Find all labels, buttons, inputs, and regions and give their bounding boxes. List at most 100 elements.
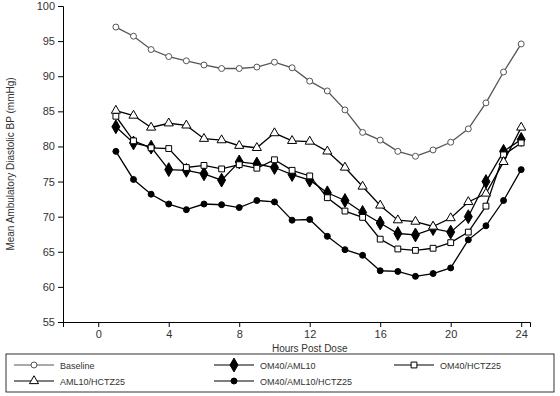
- series-marker: [307, 173, 313, 179]
- y-tick-label: 100: [37, 0, 55, 12]
- series-marker: [219, 66, 225, 72]
- y-tick: 85: [43, 105, 63, 117]
- series-marker: [218, 173, 226, 187]
- series-marker: [359, 206, 367, 220]
- series-marker: [430, 271, 436, 277]
- series-line: [116, 151, 521, 276]
- x-tick-mark: [98, 322, 99, 327]
- x-tick: 12: [304, 322, 316, 340]
- x-axis: 04812162024: [64, 322, 531, 340]
- legend-marker: [230, 358, 238, 372]
- series-marker: [324, 88, 330, 94]
- series-marker: [430, 147, 436, 153]
- x-tick-label: 4: [166, 328, 172, 340]
- series-marker: [183, 165, 189, 171]
- y-tick-label: 60: [43, 281, 55, 293]
- x-tick: 16: [375, 322, 387, 340]
- series: [112, 120, 525, 242]
- series-marker: [342, 107, 348, 113]
- series-marker: [324, 195, 330, 201]
- y-tick-label: 55: [43, 316, 55, 328]
- x-tick-mark: [239, 322, 240, 327]
- series-marker: [323, 186, 331, 200]
- series-marker: [412, 153, 418, 159]
- chart: 04812162024556065707580859095100Hours Po…: [0, 0, 560, 396]
- series-marker: [499, 157, 508, 165]
- series-marker: [481, 188, 490, 196]
- series-marker: [341, 194, 349, 208]
- series-marker: [448, 139, 454, 145]
- y-axis-title: Mean Ambulatory Diastolic BP (mmHg): [5, 77, 16, 250]
- y-tick-mark: [58, 322, 63, 323]
- legend-marker: [411, 362, 417, 368]
- series-marker: [200, 167, 208, 181]
- y-tick: 55: [43, 316, 63, 328]
- series-marker: [464, 197, 473, 205]
- series-marker: [395, 246, 401, 252]
- y-axis-line: [58, 7, 64, 323]
- y-tick-label: 80: [43, 140, 55, 152]
- legend-entry: OM40/AML10: [214, 358, 316, 372]
- series-marker: [201, 62, 207, 68]
- series-marker: [465, 229, 471, 235]
- legend-label: OM40/AML10: [260, 361, 316, 371]
- x-tick-label: 24: [516, 328, 528, 340]
- y-tick-mark: [58, 182, 63, 183]
- y-tick-label: 85: [43, 105, 55, 117]
- series-marker: [324, 233, 330, 239]
- series-marker: [518, 140, 524, 146]
- series-marker: [377, 137, 383, 143]
- series-marker: [236, 205, 242, 211]
- y-tick-mark: [58, 6, 63, 7]
- y-tick-mark: [58, 217, 63, 218]
- legend-entry: OM40/HCTZ25: [394, 361, 501, 371]
- series-marker: [271, 59, 277, 65]
- x-tick-mark: [521, 322, 522, 327]
- series-marker: [182, 163, 190, 177]
- y-tick-mark: [58, 41, 63, 42]
- series-marker: [413, 247, 419, 253]
- series-marker: [270, 128, 279, 136]
- series-marker: [113, 148, 119, 154]
- series-marker: [183, 207, 189, 213]
- series-marker: [199, 133, 208, 141]
- series-line: [116, 116, 521, 250]
- x-tick: 8: [237, 322, 243, 340]
- x-tick: 4: [166, 322, 172, 340]
- series-marker: [360, 252, 366, 258]
- legend-label: Baseline: [60, 361, 95, 371]
- x-tick: 20: [445, 322, 457, 340]
- series-marker: [395, 148, 401, 154]
- series-line: [116, 111, 521, 227]
- series: [113, 24, 524, 159]
- series-marker: [360, 129, 366, 135]
- legend-marker: [29, 376, 38, 384]
- series-marker: [236, 162, 242, 168]
- series-marker: [236, 66, 242, 72]
- series-marker: [376, 216, 384, 230]
- x-tick-mark: [380, 322, 381, 327]
- legend-label: OM40/HCTZ25: [440, 361, 501, 371]
- series-marker: [148, 47, 154, 53]
- series-marker: [288, 136, 297, 144]
- series-marker: [111, 105, 120, 113]
- series-marker: [483, 100, 489, 106]
- y-tick-label: 70: [43, 211, 55, 223]
- y-tick-label: 95: [43, 35, 55, 47]
- series-marker: [288, 168, 296, 182]
- series-marker: [131, 138, 137, 144]
- y-tick-mark: [58, 111, 63, 112]
- data-area: [111, 24, 525, 279]
- legend-entry: Baseline: [14, 361, 95, 371]
- series-marker: [130, 136, 138, 150]
- x-tick-mark: [310, 322, 311, 327]
- y-tick: 65: [43, 246, 63, 258]
- series-marker: [147, 122, 156, 130]
- series: [113, 113, 524, 253]
- series-marker: [517, 122, 526, 130]
- y-tick: 60: [43, 281, 63, 293]
- series-marker: [465, 126, 471, 132]
- series-marker: [393, 215, 402, 223]
- x-tick: 24: [516, 322, 528, 340]
- y-tick: 100: [37, 0, 63, 12]
